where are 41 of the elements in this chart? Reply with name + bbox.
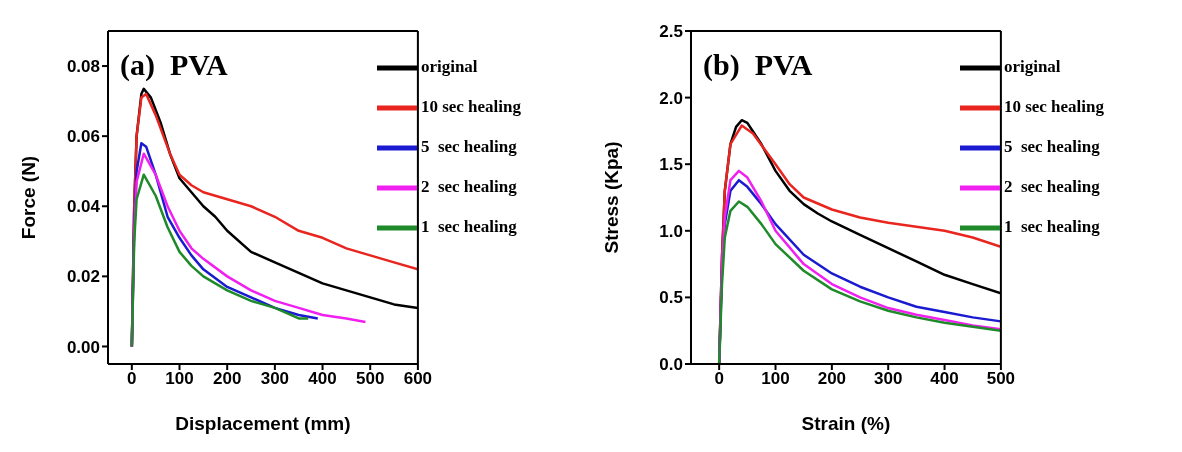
x-tick-label: 500 [986,369,1016,389]
x-tick-label: 600 [403,369,433,389]
legend-label: original [1003,56,1061,76]
y-tick-label: 0.02 [66,267,100,287]
y-tick-label: 0.08 [66,57,100,77]
x-tick-label: 200 [817,369,847,389]
y-axis-title: Stress (Kpa) [600,141,622,254]
x-axis-title: Displacement (mm) [175,413,351,434]
annotation: (a) PVA [120,48,228,82]
x-tick-label: 0 [714,369,724,389]
x-tick-label: 100 [761,369,790,389]
y-tick-label: 2.0 [659,88,683,108]
legend-label: original [420,56,478,76]
legend-label: 2 sec healing [420,176,517,196]
y-tick-label: 0.04 [66,197,101,217]
x-tick-label: 300 [874,369,903,389]
y-tick-label: 0.00 [66,337,100,357]
legend-label: 2 sec healing [1003,176,1100,196]
x-axis-title: Strain (%) [801,413,891,434]
x-tick-label: 400 [308,369,337,389]
y-tick-label: 0.5 [659,288,683,308]
legend-label: 5 sec healing [1003,136,1100,156]
y-tick-label: 1.0 [659,221,683,241]
x-tick-label: 300 [260,369,290,389]
legend-label: 5 sec healing [420,136,517,156]
x-tick-label: 400 [930,369,959,389]
x-tick-label: 200 [213,369,242,389]
annotation: (b) PVA [703,48,813,82]
y-tick-label: 0.06 [66,127,100,147]
y-axis-title: Force (N) [17,155,39,240]
legend-label: 1 sec healing [1003,216,1100,236]
legend-label: 1 sec healing [420,216,517,236]
line-series [130,173,310,348]
legend-label: 10 sec healing [1003,96,1104,116]
x-tick-label: 0 [127,369,137,389]
x-tick-label: 100 [165,369,194,389]
y-tick-label: 2.5 [659,22,683,42]
y-tick-label: 0.0 [659,355,683,375]
y-tick-label: 1.5 [659,155,683,175]
legend-label: 10 sec healing [420,96,521,116]
x-tick-label: 500 [356,369,385,389]
